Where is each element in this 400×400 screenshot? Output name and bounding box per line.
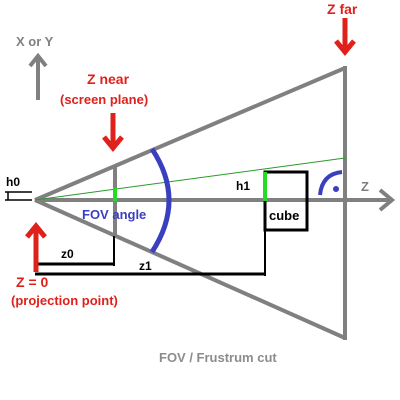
right-angle-arc: [318, 170, 343, 196]
z0-label: z0: [61, 247, 74, 261]
cube-label: cube: [269, 208, 299, 223]
frustum-top-edge: [34, 66, 346, 202]
fov-angle-label: FOV angle: [82, 207, 146, 222]
xy-axis-arrowhead: [28, 52, 48, 68]
fov-arc: [149, 147, 172, 254]
projection-point-label: (projection point): [11, 293, 118, 308]
z-axis-arrowhead: [378, 188, 396, 212]
h1-label: h1: [236, 179, 250, 193]
z-far-label: Z far: [327, 1, 358, 17]
projection-ray: [34, 157, 346, 201]
right-angle-dot: [333, 186, 339, 192]
z-near-arrow: [102, 113, 124, 152]
z-zero-arrow: [25, 222, 47, 272]
h0-label: h0: [6, 175, 20, 189]
z-far-arrow: [334, 18, 356, 56]
screen-plane-label: (screen plane): [60, 92, 148, 107]
axis-xy-label: X or Y: [16, 34, 54, 49]
caption: FOV / Frustrum cut: [159, 350, 277, 365]
z1-label: z1: [139, 259, 152, 273]
frustum-bottom-edge: [34, 198, 346, 340]
z-near-label: Z near: [87, 71, 130, 87]
z-axis-label: Z: [361, 179, 369, 194]
z-zero-label: Z = 0: [16, 274, 49, 290]
